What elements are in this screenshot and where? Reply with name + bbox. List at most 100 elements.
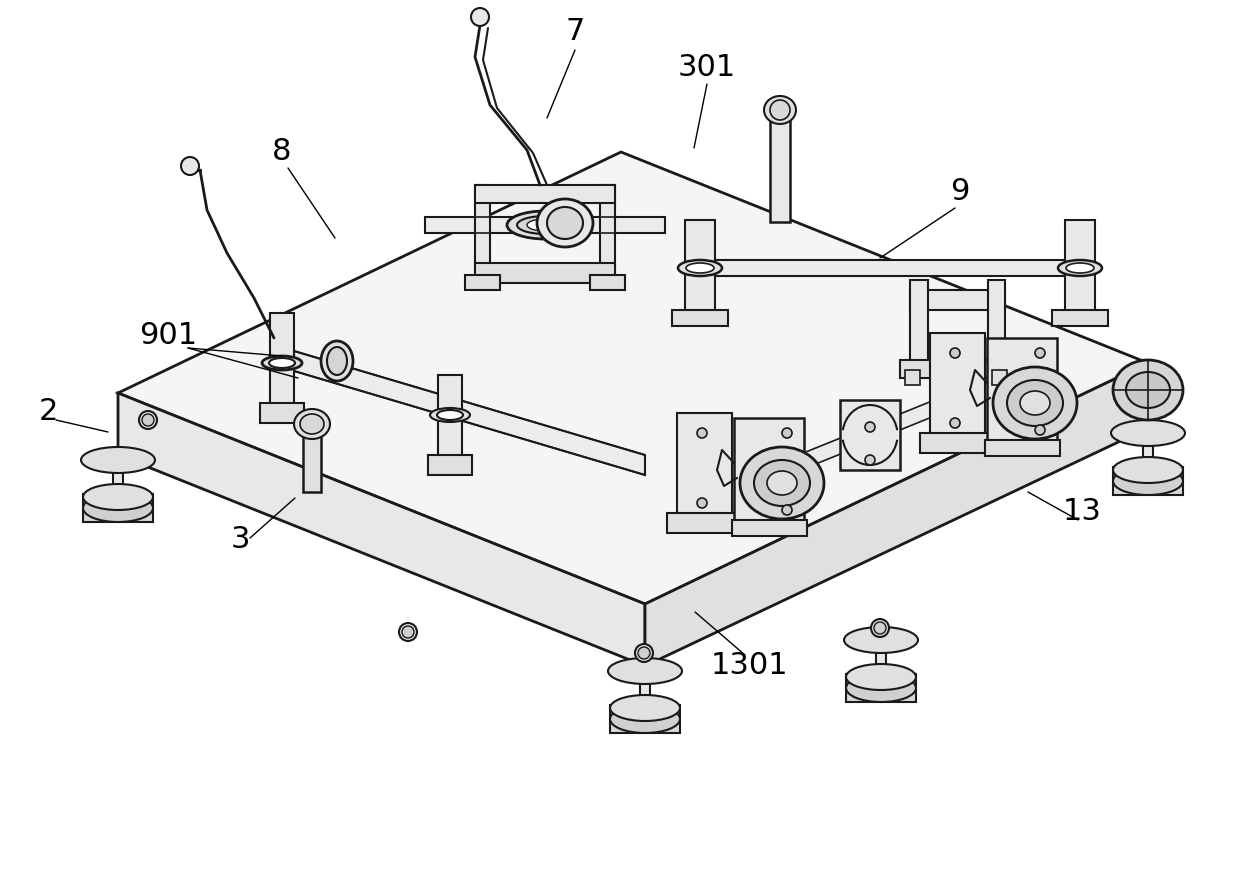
Ellipse shape <box>517 216 573 234</box>
Circle shape <box>782 505 792 515</box>
Ellipse shape <box>754 460 810 506</box>
Polygon shape <box>900 360 1016 378</box>
Ellipse shape <box>1114 467 1183 495</box>
Text: 1301: 1301 <box>712 651 789 679</box>
Polygon shape <box>677 413 732 523</box>
Ellipse shape <box>740 447 825 519</box>
Ellipse shape <box>430 408 470 422</box>
Text: 13: 13 <box>1063 497 1101 527</box>
Polygon shape <box>930 333 985 443</box>
Ellipse shape <box>764 96 796 124</box>
Text: 2: 2 <box>38 398 58 426</box>
Circle shape <box>635 644 653 662</box>
Circle shape <box>950 418 960 428</box>
Polygon shape <box>910 280 928 370</box>
Circle shape <box>866 422 875 432</box>
Polygon shape <box>1114 467 1183 495</box>
Text: 901: 901 <box>139 321 197 350</box>
Polygon shape <box>786 380 985 476</box>
Polygon shape <box>270 313 294 408</box>
Polygon shape <box>992 370 1007 385</box>
Polygon shape <box>910 290 1004 310</box>
Bar <box>113 455 123 495</box>
Ellipse shape <box>846 674 916 702</box>
Polygon shape <box>672 310 728 326</box>
Ellipse shape <box>846 664 916 690</box>
Polygon shape <box>118 152 1148 604</box>
Ellipse shape <box>300 414 324 434</box>
Polygon shape <box>1052 310 1109 326</box>
Polygon shape <box>988 280 1004 370</box>
Bar <box>770 112 790 222</box>
Ellipse shape <box>1007 380 1063 426</box>
Ellipse shape <box>608 658 682 684</box>
Circle shape <box>870 619 889 637</box>
Text: 9: 9 <box>950 178 970 207</box>
Polygon shape <box>1065 220 1095 316</box>
Circle shape <box>471 8 489 26</box>
Ellipse shape <box>321 341 353 381</box>
Polygon shape <box>987 338 1056 443</box>
Ellipse shape <box>1114 360 1183 420</box>
Bar <box>640 666 650 706</box>
Ellipse shape <box>678 260 722 276</box>
Polygon shape <box>905 370 920 385</box>
Polygon shape <box>701 260 1080 276</box>
Ellipse shape <box>327 347 347 375</box>
Ellipse shape <box>547 207 583 239</box>
Circle shape <box>770 100 790 120</box>
Circle shape <box>1035 348 1045 358</box>
Polygon shape <box>610 705 680 733</box>
Bar <box>1143 428 1153 468</box>
Ellipse shape <box>294 409 330 439</box>
Polygon shape <box>428 455 472 475</box>
Circle shape <box>181 157 198 175</box>
Ellipse shape <box>686 263 714 273</box>
Ellipse shape <box>262 356 303 370</box>
Ellipse shape <box>507 211 583 239</box>
Circle shape <box>866 455 875 465</box>
Text: 8: 8 <box>273 138 291 166</box>
Circle shape <box>1118 384 1137 402</box>
Text: 3: 3 <box>231 526 249 554</box>
Polygon shape <box>839 400 900 470</box>
Ellipse shape <box>83 494 153 522</box>
Text: 7: 7 <box>565 18 585 46</box>
Circle shape <box>139 411 157 429</box>
Ellipse shape <box>610 695 680 721</box>
Ellipse shape <box>1058 260 1102 276</box>
Polygon shape <box>83 494 153 522</box>
Polygon shape <box>734 418 804 523</box>
Circle shape <box>874 622 887 634</box>
Polygon shape <box>438 375 463 460</box>
Polygon shape <box>920 433 994 453</box>
Ellipse shape <box>1066 263 1094 273</box>
Polygon shape <box>732 520 807 536</box>
Circle shape <box>782 428 792 438</box>
Circle shape <box>143 414 154 426</box>
Polygon shape <box>260 403 304 423</box>
Polygon shape <box>118 393 645 666</box>
Polygon shape <box>465 275 500 290</box>
Bar <box>303 427 321 492</box>
Polygon shape <box>684 220 715 316</box>
Circle shape <box>639 647 650 659</box>
Text: 301: 301 <box>678 54 737 82</box>
Ellipse shape <box>436 410 463 420</box>
Circle shape <box>697 498 707 508</box>
Circle shape <box>402 626 414 638</box>
Ellipse shape <box>993 367 1078 439</box>
Ellipse shape <box>527 219 563 231</box>
Polygon shape <box>475 185 490 280</box>
Polygon shape <box>475 185 615 203</box>
Ellipse shape <box>1111 420 1185 446</box>
Circle shape <box>950 348 960 358</box>
Circle shape <box>1122 387 1135 399</box>
Ellipse shape <box>269 358 295 368</box>
Polygon shape <box>600 185 615 280</box>
Polygon shape <box>985 440 1060 456</box>
Circle shape <box>1035 425 1045 435</box>
Bar <box>875 635 887 675</box>
Polygon shape <box>294 351 645 475</box>
Ellipse shape <box>1021 391 1050 415</box>
